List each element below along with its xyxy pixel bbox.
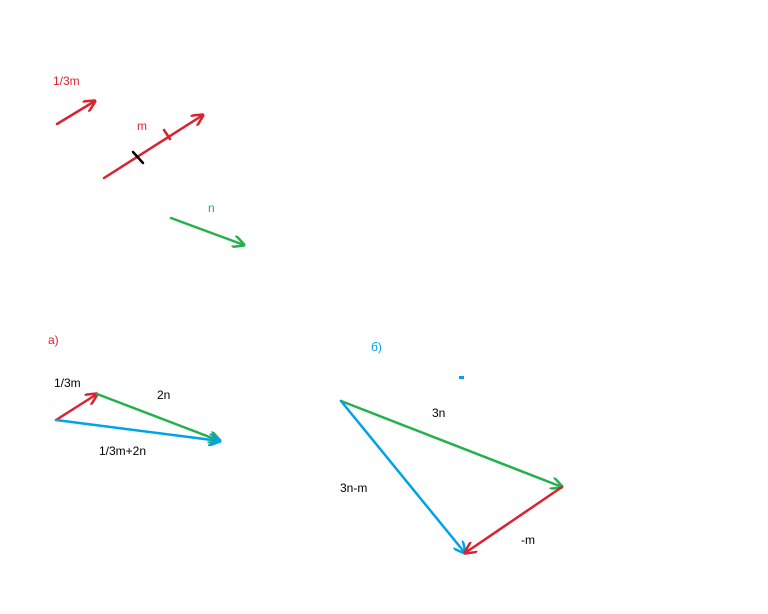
label: m [137, 119, 147, 133]
vector-m [102, 115, 203, 180]
section-title: а) [48, 333, 59, 347]
vector-3n [339, 399, 562, 487]
vector-third-m [54, 394, 97, 422]
vector-minus-m [465, 485, 564, 553]
label: 3n [432, 406, 445, 420]
tick-mark [131, 150, 145, 165]
label: -m [521, 533, 535, 547]
vector-2n [95, 392, 220, 441]
vector-third-m [55, 101, 95, 126]
label: 1/3m [53, 74, 80, 88]
label: 2n [157, 388, 170, 402]
vector-sum [54, 418, 220, 441]
vector-n [169, 216, 244, 245]
section-title: б) [371, 340, 382, 354]
vector-difference [339, 399, 465, 553]
dot [459, 376, 464, 379]
tick-mark [162, 128, 172, 141]
label: n [208, 201, 215, 215]
label: 3n-m [340, 481, 367, 495]
label: 1/3m+2n [99, 444, 146, 458]
label: 1/3m [54, 376, 81, 390]
